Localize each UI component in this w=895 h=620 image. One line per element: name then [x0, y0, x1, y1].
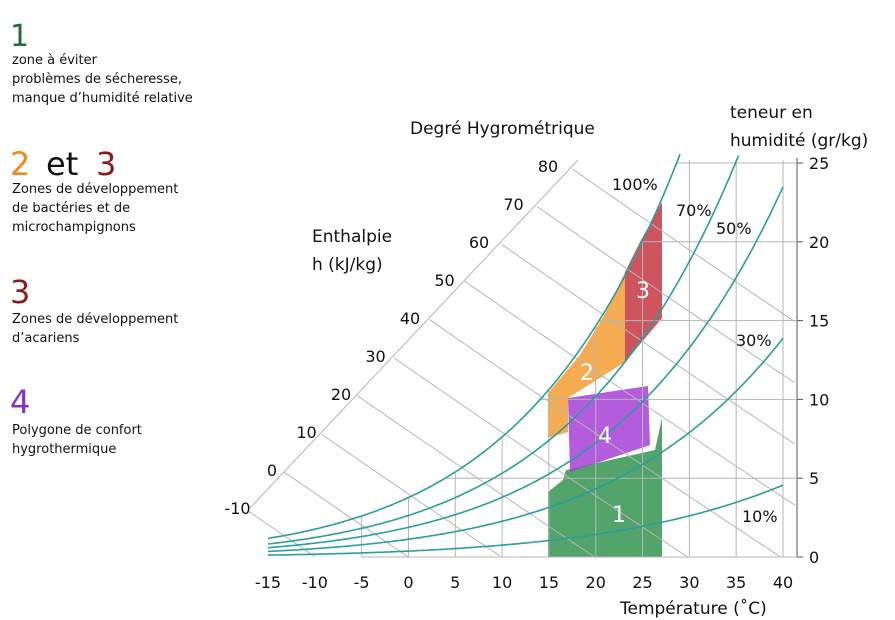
- rh-curve: [268, 484, 784, 556]
- rh-label: 100%: [612, 175, 658, 194]
- legend-text: microchampignons: [12, 220, 136, 235]
- enthalpy-line: [284, 471, 409, 558]
- legend-text: hygrothermique: [12, 442, 116, 457]
- y-tick-label: 25: [809, 154, 829, 173]
- title: Degré Hygrométrique: [410, 119, 595, 139]
- rh-curve: [267, 186, 784, 549]
- x-tick-label: 20: [586, 573, 606, 592]
- zones: [548, 202, 662, 557]
- legend-number: et: [46, 145, 78, 183]
- rh-curve: [267, 337, 784, 553]
- x-tick-label: 25: [632, 573, 652, 592]
- rh-curve: [267, 153, 681, 540]
- x-axis-label: Température (˚C): [619, 598, 767, 619]
- enthalpy-line: [356, 394, 594, 557]
- y-tick-label: 15: [809, 312, 829, 331]
- legend-number: 2: [10, 145, 30, 183]
- x-tick-label: 15: [539, 573, 559, 592]
- x-tick-label: -10: [302, 573, 328, 592]
- enthalpy-line: [501, 244, 795, 445]
- zone-label: 4: [598, 424, 612, 449]
- enthalpy-line: [429, 319, 781, 558]
- enthalpy-tick-label: 80: [538, 157, 558, 176]
- x-tick-label: 30: [679, 573, 699, 592]
- x-tick-label: 40: [773, 573, 793, 592]
- x-tick-label: 10: [492, 573, 512, 592]
- x-tick-label: -15: [255, 573, 281, 592]
- zone-2: [548, 272, 625, 438]
- enthalpy-tick-label: -10: [224, 499, 250, 518]
- rh-label: 70%: [676, 201, 712, 220]
- zone-label: 3: [636, 279, 650, 304]
- enthalpy-label: Enthalpie: [312, 227, 392, 247]
- y-tick-label: 0: [809, 548, 819, 567]
- enthalpy-tick-label: 10: [296, 423, 316, 442]
- rh-label: 10%: [742, 507, 778, 526]
- rh-curve: [267, 155, 740, 545]
- legend-number: 3: [96, 145, 116, 183]
- enthalpy-label: h (kJ/kg): [312, 255, 383, 275]
- enthalpy-line: [572, 168, 795, 323]
- y-axis-label: teneur en: [730, 103, 813, 123]
- enthalpy-line: [536, 206, 795, 384]
- y-tick-label: 5: [809, 469, 819, 488]
- enthalpy-tick-label: 70: [503, 195, 523, 214]
- y-tick-label: 10: [809, 390, 829, 409]
- enthalpy-line: [464, 280, 795, 506]
- x-tick-label: 0: [403, 573, 413, 592]
- enthalpy-tick-label: 50: [434, 271, 454, 290]
- enthalpy-line: [321, 434, 500, 557]
- legend-text: Zones de développement: [12, 182, 178, 197]
- legend: 1 zone à éviter problèmes de sécheresse,…: [10, 19, 193, 457]
- legend-text: manque d’humidité relative: [12, 91, 193, 106]
- enthalpy-tick-label: 0: [267, 461, 277, 480]
- zone-1: [548, 418, 662, 557]
- legend-number: 3: [10, 273, 30, 311]
- rh-label: 30%: [736, 331, 772, 350]
- zone-label: 2: [580, 361, 594, 386]
- grid: [249, 153, 803, 558]
- legend-text: Zones de développement: [12, 312, 178, 327]
- enthalpy-tick-label: 30: [365, 347, 385, 366]
- x-tick-label: 5: [450, 573, 460, 592]
- enthalpy-tick-label: 20: [331, 385, 351, 404]
- x-tick-label: -5: [354, 573, 370, 592]
- zone-4: [568, 386, 650, 472]
- legend-number: 1: [10, 19, 29, 54]
- legend-text: d’acariens: [12, 331, 80, 346]
- legend-text: zone à éviter: [12, 53, 98, 68]
- rh-label: 50%: [716, 219, 752, 238]
- x-tick-label: 35: [726, 573, 746, 592]
- zone-label: 1: [612, 503, 626, 528]
- labels: Degré Hygrométrique Enthalpie h (kJ/kg) …: [224, 103, 868, 619]
- legend-text: problèmes de sécheresse,: [12, 72, 182, 87]
- y-tick-label: 20: [809, 233, 829, 252]
- legend-text: Polygone de confort: [12, 423, 142, 438]
- enthalpy-line: [394, 357, 688, 558]
- legend-text: de bactéries et de: [12, 201, 130, 216]
- enthalpy-tick-label: 40: [400, 309, 420, 328]
- y-axis-label: humidité (gr/kg): [730, 131, 868, 151]
- legend-number: 4: [10, 383, 30, 421]
- enthalpy-tick-label: 60: [469, 233, 489, 252]
- enthalpy-axis: [249, 159, 579, 509]
